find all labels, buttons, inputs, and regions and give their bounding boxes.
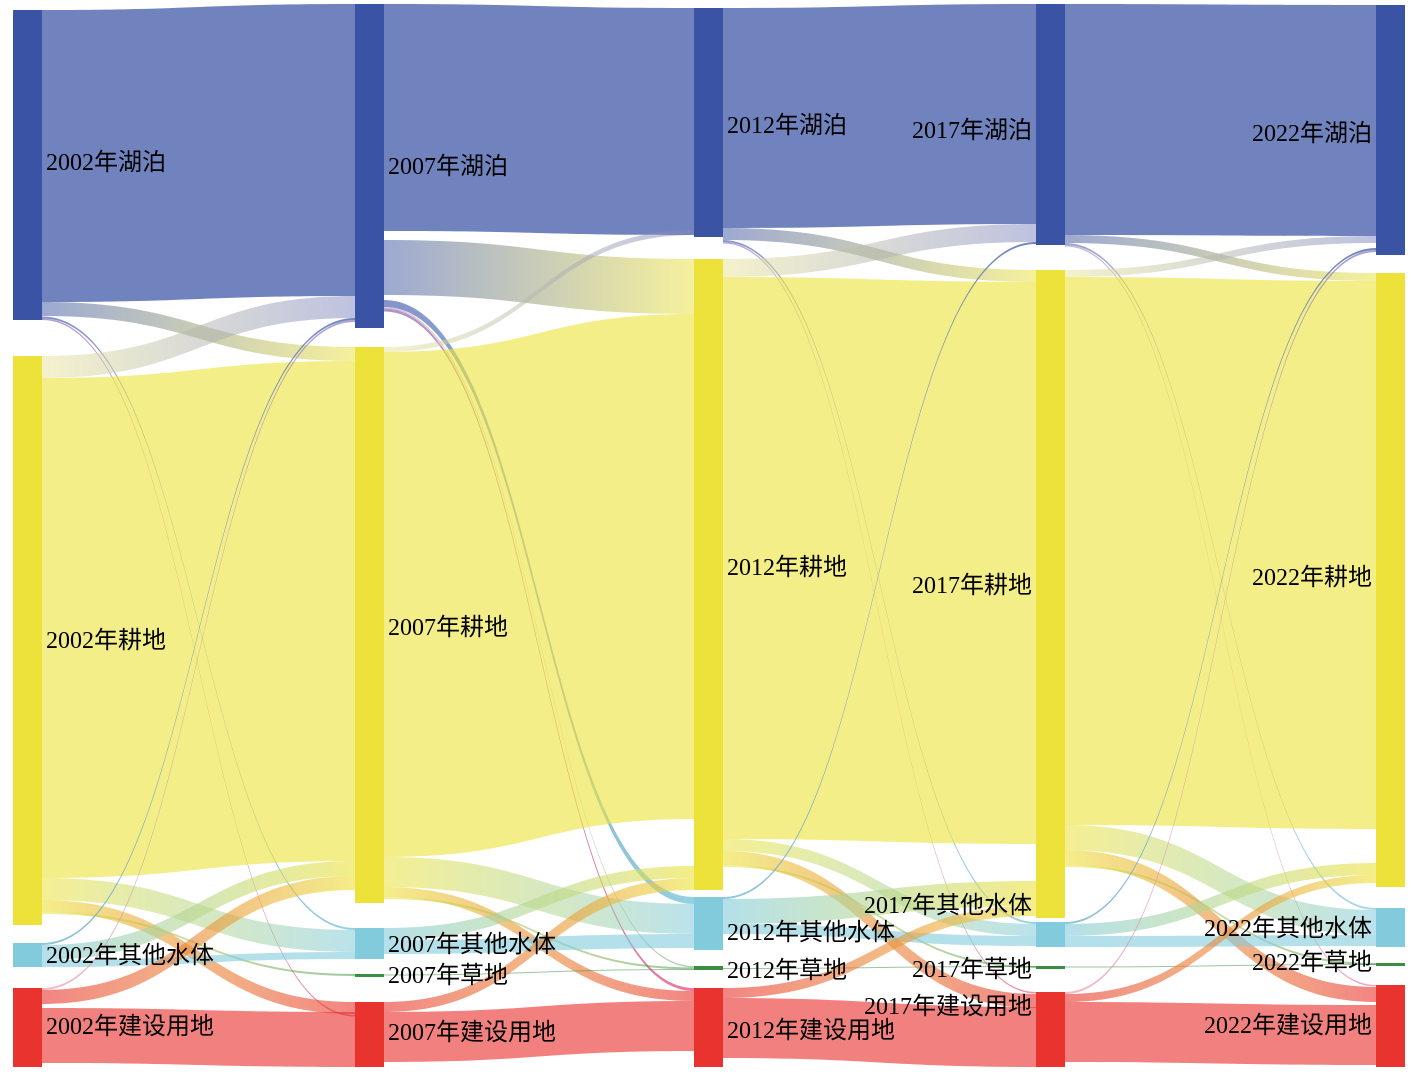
sankey-node-2007-water: [355, 928, 384, 959]
sankey-node-label-2012-grass: 2012年草地: [727, 957, 847, 984]
sankey-link-2002-water--2007-crop: [42, 861, 355, 960]
sankey-link-2017-crop--2022-grass: [1065, 865, 1376, 965]
sankey-node-label-2002-built: 2002年建设用地: [46, 1013, 214, 1040]
sankey-node-label-2007-grass: 2007年草地: [388, 962, 508, 989]
sankey-link-2012-built--2017-crop: [723, 906, 1036, 998]
sankey-link-2007-built--2012-crop: [384, 878, 694, 1012]
sankey-link-2012-water--2017-water: [723, 924, 1036, 946]
sankey-link-2002-built--2007-crop: [42, 876, 355, 1004]
sankey-link-2012-crop--2017-grass: [723, 865, 1036, 968]
sankey-link-2017-grass--2022-grass: [1065, 964, 1376, 968]
sankey-node-2007-built: [355, 1002, 384, 1067]
sankey-node-2017-grass: [1036, 966, 1065, 969]
sankey-node-label-2007-water: 2007年其他水体: [388, 931, 556, 958]
sankey-node-label-2022-lake: 2022年湖泊: [1252, 120, 1372, 147]
sankey-node-label-2017-lake: 2017年湖泊: [912, 117, 1032, 144]
sankey-node-2012-built: [694, 988, 723, 1067]
sankey-link-2017-crop--2022-crop: [1065, 277, 1376, 829]
sankey-link-2017-water--2022-lake: [1065, 248, 1376, 924]
sankey-link-2012-water--2017-crop: [723, 881, 1036, 924]
sankey-link-2002-built--2007-built: [42, 1008, 355, 1067]
sankey-link-2012-crop--2017-lake: [723, 224, 1036, 277]
sankey-link-2017-crop--2022-lake: [1065, 236, 1376, 277]
sankey-link-2012-crop--2017-crop: [723, 277, 1036, 844]
sankey-link-2017-lake--2022-lake: [1065, 4, 1376, 236]
sankey-node-label-2007-built: 2007年建设用地: [388, 1019, 556, 1046]
sankey-link-2002-crop--2007-lake: [42, 296, 355, 378]
sankey-node-2017-crop: [1036, 270, 1065, 918]
sankey-node-2002-built: [13, 988, 42, 1067]
sankey-link-2007-lake--2012-lake: [384, 4, 694, 235]
sankey-node-label-2022-built: 2022年建设用地: [1204, 1012, 1372, 1039]
sankey-node-label-2022-water: 2022年其他水体: [1204, 915, 1372, 942]
sankey-labels: 2002年湖泊 2002年耕地 2002年其他水体 2002年建设用地 2007年湖泊 2…: [46, 112, 1372, 1046]
sankey-link-2017-built--2022-lake: [1065, 250, 1376, 994]
sankey-link-2002-crop--2007-crop: [42, 361, 355, 878]
sankey-node-label-2007-lake: 2007年湖泊: [388, 153, 508, 180]
sankey-node-2012-water: [694, 897, 723, 950]
sankey-node-2022-water: [1376, 908, 1405, 947]
sankey-node-label-2012-lake: 2012年湖泊: [727, 112, 847, 139]
sankey-node-2012-lake: [694, 8, 723, 237]
sankey-link-2007-crop--2012-lake: [384, 230, 694, 352]
sankey-node-label-2017-water: 2017年其他水体: [864, 892, 1032, 919]
sankey-node-label-2007-crop: 2007年耕地: [388, 614, 508, 641]
sankey-node-2017-water: [1036, 922, 1065, 947]
sankey-node-2017-built: [1036, 992, 1065, 1067]
sankey-link-2012-grass--2017-grass: [723, 966, 1036, 969]
sankey-links: [42, 4, 1376, 1067]
sankey-nodes: [13, 4, 1405, 1067]
sankey-node-label-2017-built: 2017年建设用地: [864, 993, 1032, 1020]
sankey-node-label-2002-crop: 2002年耕地: [46, 627, 166, 654]
sankey-node-label-2002-water: 2002年其他水体: [46, 942, 214, 969]
sankey-link-2007-crop--2012-grass: [384, 897, 694, 970]
sankey-link-2002-water--2007-water: [42, 952, 355, 967]
sankey-link-2002-water--2007-lake: [42, 318, 355, 945]
sankey-link-2007-crop--2012-water: [384, 857, 694, 934]
sankey-node-2002-crop: [13, 356, 42, 925]
sankey-node-2007-lake: [355, 4, 384, 328]
sankey-node-label-2012-crop: 2012年耕地: [727, 554, 847, 581]
sankey-link-2012-lake--2017-lake: [723, 4, 1036, 228]
sankey-node-label-2022-grass: 2022年草地: [1252, 949, 1372, 976]
sankey-node-2022-built: [1376, 985, 1405, 1067]
sankey-node-label-2012-water: 2012年其他水体: [727, 919, 895, 946]
sankey-link-2007-water--2012-crop: [384, 866, 694, 940]
sankey-node-2022-grass: [1376, 963, 1405, 966]
sankey-node-2012-crop: [694, 259, 723, 890]
sankey-link-2007-grass--2012-grass: [384, 969, 694, 976]
sankey-link-2012-crop--2017-water: [723, 839, 1036, 936]
sankey-link-2002-lake--2007-lake: [42, 4, 355, 302]
sankey-node-2012-grass: [694, 966, 723, 970]
sankey-node-label-2022-crop: 2022年耕地: [1252, 564, 1372, 591]
sankey-link-2012-crop--2017-built: [723, 851, 1036, 1008]
sankey-link-2012-built--2017-built: [723, 998, 1036, 1067]
sankey-node-label-2002-lake: 2002年湖泊: [46, 149, 166, 176]
sankey-node-2002-water: [13, 943, 42, 967]
sankey-node-label-2017-grass: 2017年草地: [912, 956, 1032, 983]
sankey-link-2012-water--2017-lake: [723, 242, 1036, 899]
sankey-link-2017-built--2022-crop: [1065, 875, 1376, 1002]
sankey-node-label-2017-crop: 2017年耕地: [912, 572, 1032, 599]
sankey-node-2022-crop: [1376, 273, 1405, 887]
sankey-node-2007-grass: [355, 974, 384, 977]
sankey-link-2017-crop--2022-built: [1065, 850, 1376, 1002]
sankey-node-2002-lake: [13, 10, 42, 320]
sankey-link-2007-lake--2012-crop: [384, 240, 694, 314]
sankey-node-label-2012-built: 2012年建设用地: [727, 1017, 895, 1044]
sankey-link-2007-crop--2012-crop: [384, 314, 694, 857]
sankey-link-2007-built--2012-built: [384, 1001, 694, 1062]
sankey-node-2007-crop: [355, 347, 384, 903]
sankey-node-2022-lake: [1376, 5, 1405, 255]
sankey-node-2017-lake: [1036, 4, 1065, 245]
sankey-link-2017-water--2022-crop: [1065, 863, 1376, 936]
sankey-link-2002-built--2007-lake: [42, 320, 355, 990]
sankey-link-2017-built--2022-built: [1065, 1002, 1376, 1065]
